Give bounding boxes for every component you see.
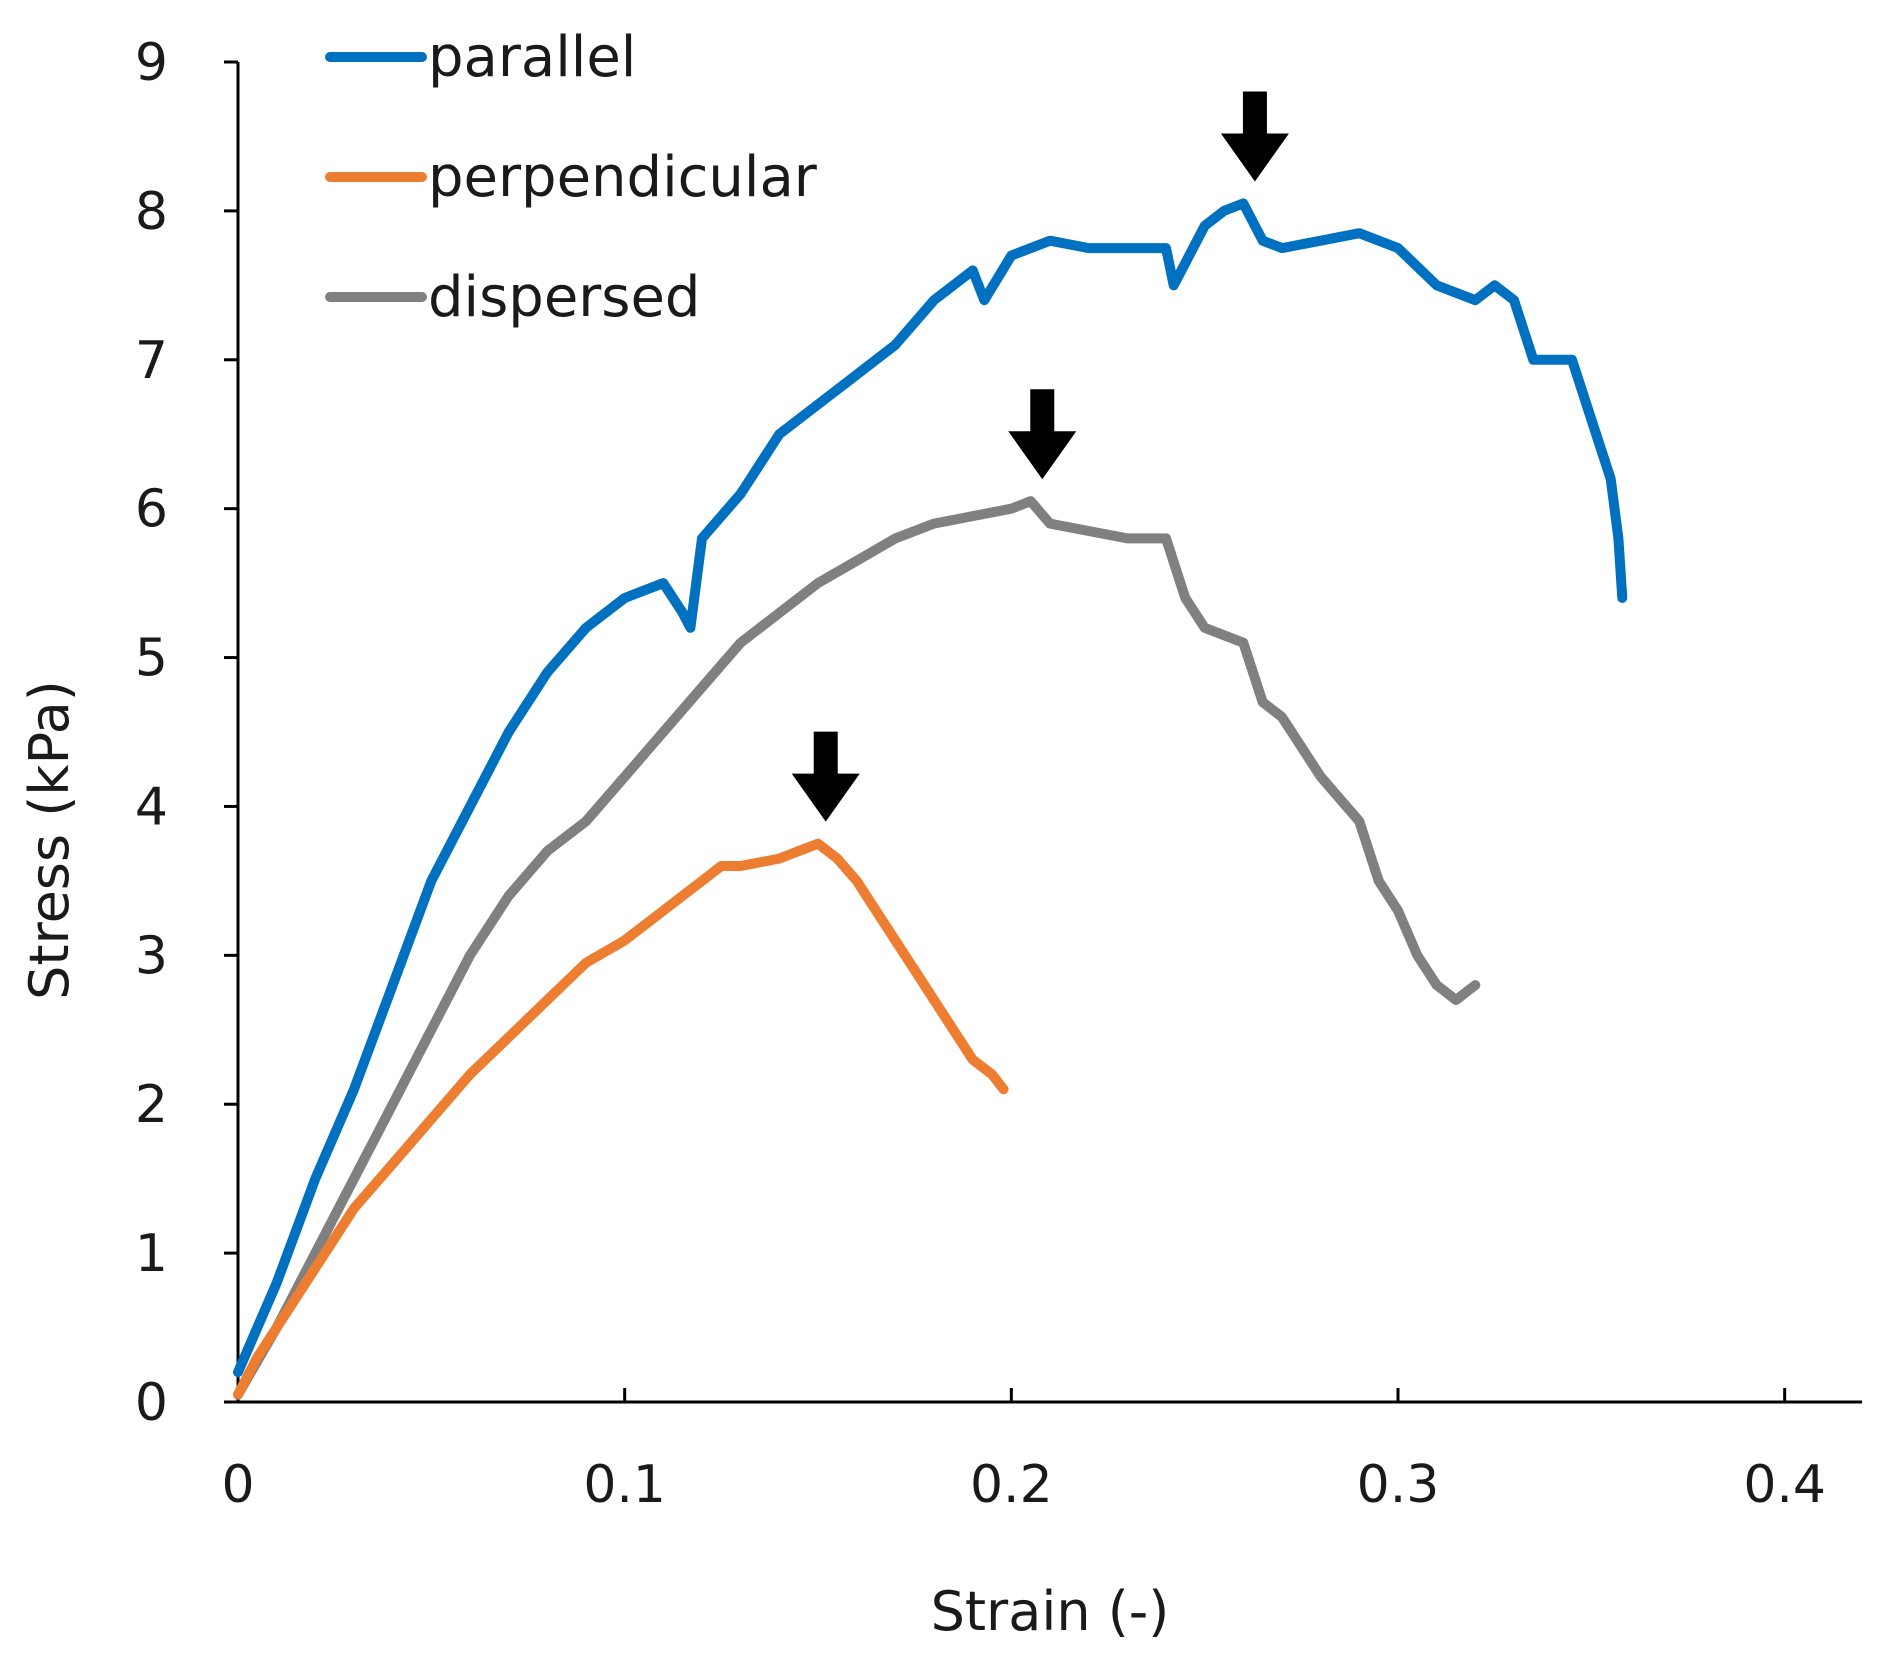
x-tick-label: 0 [221, 1455, 254, 1515]
x-tick-label: 0.4 [1743, 1455, 1826, 1515]
legend-label-dispersed: dispersed [428, 265, 700, 330]
x-tick-label: 0.3 [1357, 1455, 1440, 1515]
peak-arrow-perpendicular [791, 731, 860, 822]
y-tick-label: 5 [135, 629, 168, 689]
legend-label-parallel: parallel [428, 25, 636, 90]
y-tick-label: 3 [135, 926, 168, 986]
y-tick-label: 9 [135, 33, 168, 93]
y-tick-label: 0 [135, 1373, 168, 1433]
series-line-parallel [233, 198, 1628, 1378]
series-line-perpendicular [233, 838, 1009, 1400]
annotation-layer [791, 91, 1289, 822]
series-layer [233, 198, 1628, 1400]
peak-arrow-parallel [1220, 91, 1289, 182]
series-line-dispersed [233, 496, 1481, 1400]
x-axis-title: Strain (-) [931, 1580, 1170, 1643]
legend: parallel perpendicular dispersed [325, 25, 818, 330]
y-tick-label: 4 [135, 777, 168, 837]
axes: 0 1 2 3 4 5 6 7 8 9 0 0.1 0.2 0.3 0.4 [135, 33, 1862, 1515]
y-tick-label: 7 [135, 331, 168, 391]
x-tick-label: 0.1 [583, 1455, 666, 1515]
peak-arrow-dispersed [1008, 389, 1077, 480]
y-axis-title: Stress (kPa) [18, 680, 81, 1000]
y-tick-label: 6 [135, 480, 168, 540]
y-tick-label: 1 [135, 1224, 168, 1284]
y-tick-label: 8 [135, 182, 168, 242]
x-tick-label: 0.2 [970, 1455, 1053, 1515]
legend-label-perpendicular: perpendicular [428, 145, 818, 210]
y-tick-label: 2 [135, 1075, 168, 1135]
